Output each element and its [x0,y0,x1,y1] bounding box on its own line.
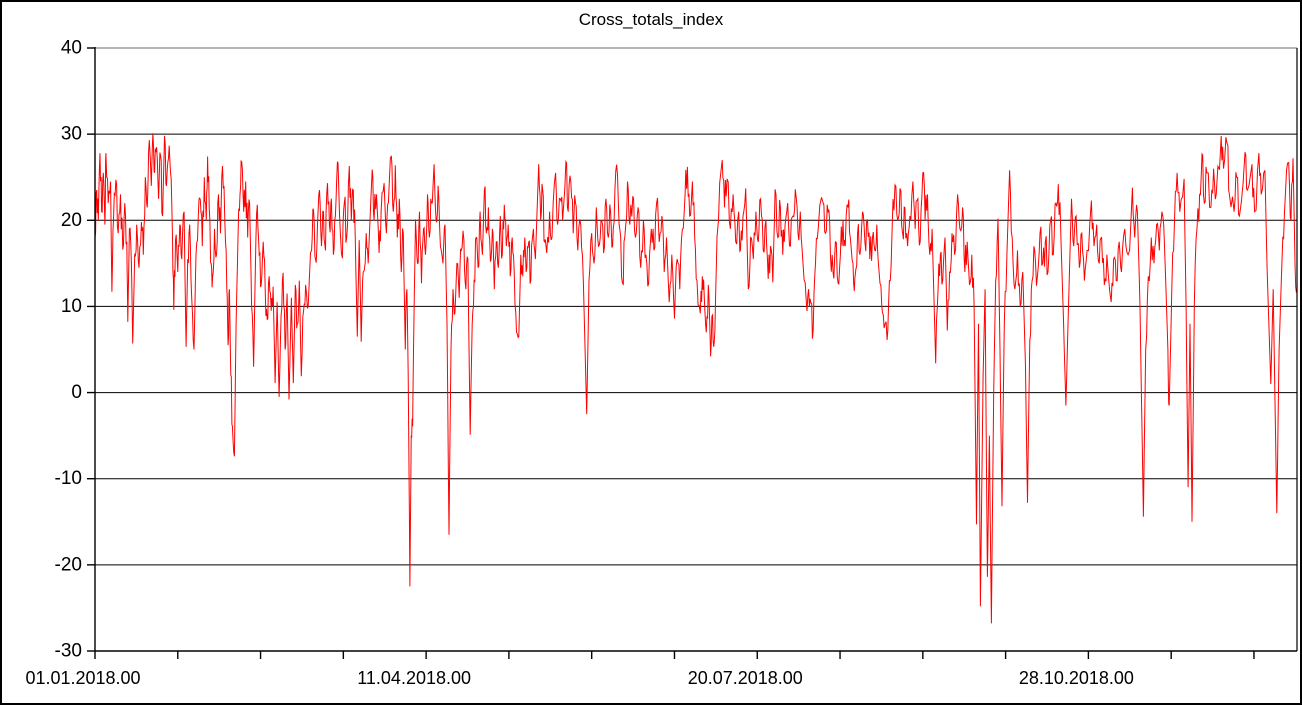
x-tick-label: 11.04.2018.00 [357,668,471,688]
y-tick-label: 20 [61,210,82,231]
x-tick-label: 01.01.2018.00 [25,668,140,688]
chart-title: Cross_totals_index [578,10,724,29]
y-tick-label: 30 [61,124,82,145]
series-line [94,133,1298,624]
y-tick-label: -10 [55,468,82,489]
y-tick-label: -30 [55,641,82,662]
y-tick-label: 40 [61,38,82,59]
x-tick-label: 28.10.2018.00 [1019,668,1134,688]
y-tick-label: -20 [55,554,82,575]
y-tick-label: 0 [71,382,82,403]
x-tick-label: 20.07.2018.00 [688,668,803,688]
y-tick-label: 10 [61,296,82,317]
